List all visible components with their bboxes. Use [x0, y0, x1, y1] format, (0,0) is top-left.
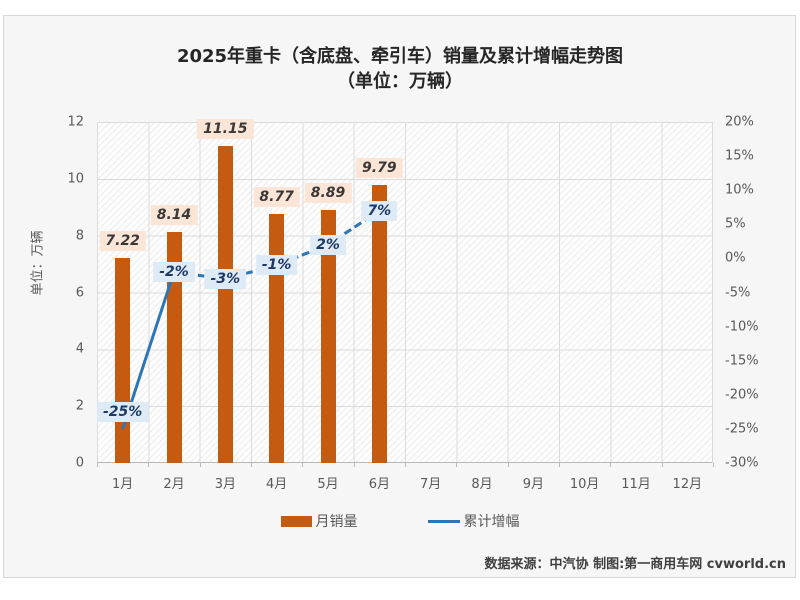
line-series-swatch-icon — [427, 519, 460, 523]
x-axis-tickmark — [302, 463, 304, 467]
line-value-label: 2% — [310, 234, 346, 255]
left-axis-tick-label: 10 — [67, 171, 84, 187]
bar-value-label: 8.89 — [304, 183, 352, 204]
data-source-note: 数据来源：中汽协 制图:第一商用车网 cvworld.cn — [484, 557, 786, 572]
right-axis-tick-label: -20% — [725, 387, 759, 403]
bar-value-label: 11.15 — [197, 119, 254, 140]
x-axis-tickmark — [456, 463, 458, 467]
right-axis-tick-label: 0% — [725, 250, 746, 266]
legend: 月销量 累计增幅 — [0, 511, 800, 531]
x-axis-tickmark — [353, 463, 355, 467]
left-axis-tick-label: 8 — [75, 228, 84, 244]
x-axis-tickmark — [713, 463, 714, 467]
x-axis-label: 6月 — [368, 477, 390, 492]
line-value-label: 7% — [361, 200, 398, 221]
legend-item-monthly-sales: 月销量 — [280, 511, 358, 531]
x-axis-label: 9月 — [522, 477, 544, 492]
x-axis-label: 11月 — [621, 477, 651, 492]
x-axis-tickmark — [199, 463, 201, 467]
chart-title-line2: （单位：万辆） — [337, 71, 463, 92]
x-axis-tickmark — [251, 463, 252, 467]
bar-series-swatch-icon — [280, 515, 312, 527]
left-axis-tick-label: 4 — [75, 341, 84, 357]
right-axis-tick-label: 20% — [725, 114, 754, 130]
x-axis-tickmark — [559, 463, 560, 467]
x-axis-label: 2月 — [163, 477, 185, 492]
x-axis-label: 5月 — [317, 477, 339, 492]
bar-3月 — [217, 146, 233, 463]
right-axis-tick-label: 5% — [725, 216, 746, 232]
bar-value-label: 8.77 — [253, 186, 300, 207]
bar-6月 — [371, 184, 387, 463]
chart-title: 2025年重卡（含底盘、牵引车）销量及累计增幅走势图 （单位：万辆） — [0, 44, 800, 94]
x-axis-label: 3月 — [214, 477, 236, 492]
x-axis-tickmark — [610, 463, 612, 467]
bar-value-label: 9.79 — [356, 157, 403, 178]
right-axis-tick-label: -30% — [725, 455, 759, 471]
left-axis-tick-label: 2 — [75, 398, 84, 414]
right-axis-tick-label: -10% — [725, 319, 759, 335]
right-axis-tick-label: -25% — [725, 421, 759, 437]
left-axis-tick-label: 0 — [75, 455, 84, 471]
bar-1月 — [115, 257, 131, 463]
x-axis-label: 7月 — [420, 477, 442, 492]
right-axis-tick-label: 15% — [725, 148, 754, 164]
x-axis-label: 1月 — [112, 477, 134, 492]
x-axis-label: 12月 — [672, 477, 703, 492]
x-axis-tickmark — [661, 463, 663, 467]
legend-label-monthly-sales: 月销量 — [315, 514, 358, 530]
right-axis-tick-label: 10% — [725, 182, 754, 198]
line-value-label: -25% — [96, 401, 149, 422]
x-axis-label: 10月 — [569, 477, 600, 492]
legend-label-cumulative-growth: 累计增幅 — [463, 514, 520, 530]
x-axis-tickmark — [148, 463, 150, 467]
line-value-label: -1% — [255, 255, 298, 276]
bar-value-label: 7.22 — [99, 230, 146, 251]
line-value-label: -3% — [204, 268, 247, 289]
left-axis-tick-label: 12 — [67, 114, 84, 130]
right-axis-tick-label: -5% — [725, 285, 751, 300]
x-axis-label: 8月 — [471, 477, 493, 492]
bar-value-label: 8.14 — [150, 204, 198, 225]
x-axis-tickmark — [97, 463, 98, 467]
x-axis-tickmark — [405, 463, 406, 467]
right-axis-tick-label: -15% — [725, 353, 759, 369]
line-value-label: -2% — [153, 262, 195, 283]
bar-4月 — [269, 213, 285, 463]
x-axis-tickmark — [507, 463, 509, 467]
x-axis-label: 4月 — [266, 477, 288, 492]
legend-item-cumulative-growth: 累计增幅 — [427, 511, 520, 531]
chart-title-line1: 2025年重卡（含底盘、牵引车）销量及累计增幅走势图 — [176, 46, 624, 67]
plot-area — [97, 122, 713, 463]
left-axis-tick-label: 6 — [75, 285, 84, 300]
